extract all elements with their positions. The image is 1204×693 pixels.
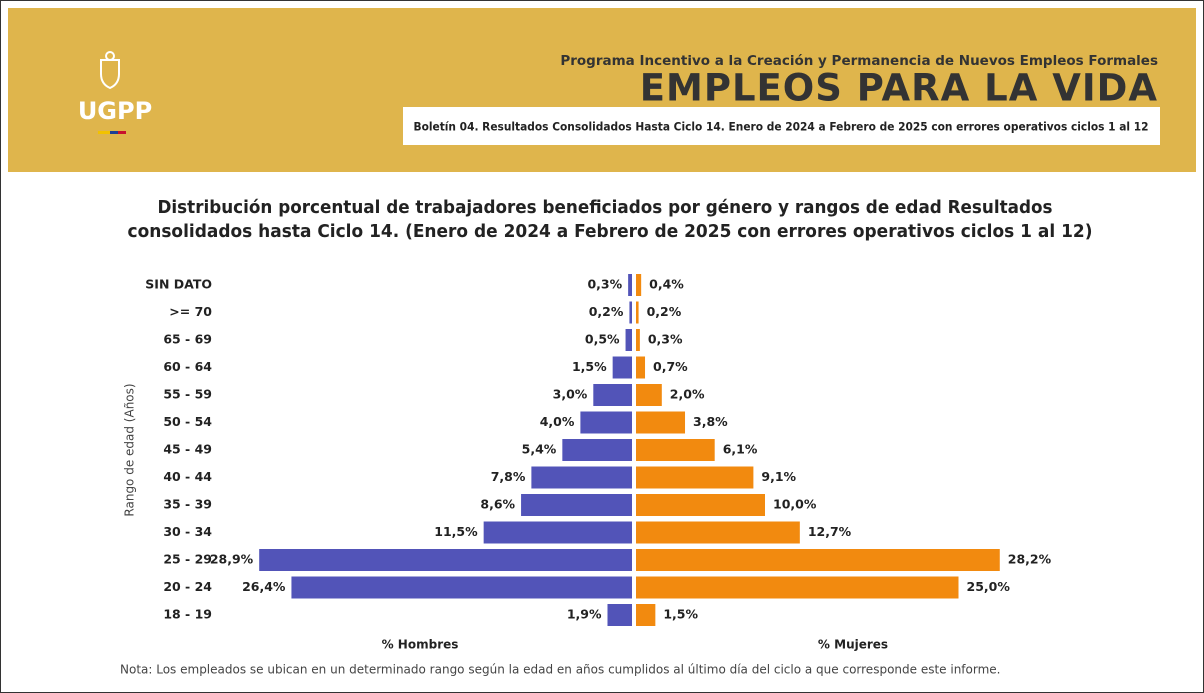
bar xyxy=(636,576,959,599)
category-label: 60 - 64 xyxy=(163,359,212,374)
value-label: 3,0% xyxy=(553,387,588,402)
category-label: 18 - 19 xyxy=(163,607,212,622)
chart-title: Distribución porcentual de trabajadores … xyxy=(158,197,1053,218)
bar xyxy=(636,549,1000,571)
bar xyxy=(636,384,662,406)
category-label: 25 - 29 xyxy=(163,552,212,567)
bar xyxy=(636,439,715,461)
bar xyxy=(636,494,765,516)
bar xyxy=(483,521,632,544)
value-label: 8,6% xyxy=(480,497,515,512)
value-label: 1,5% xyxy=(572,359,607,374)
bar xyxy=(562,439,632,461)
logo-text: UGPP xyxy=(78,97,152,125)
value-label: 0,3% xyxy=(587,277,622,292)
value-label: 1,5% xyxy=(663,607,698,622)
value-label: 11,5% xyxy=(434,524,478,539)
value-label: 1,9% xyxy=(567,607,602,622)
value-label: 6,1% xyxy=(723,442,758,457)
value-label: 28,9% xyxy=(210,552,254,567)
value-label: 5,4% xyxy=(522,442,557,457)
y-axis-label: Rango de edad (Años) xyxy=(123,383,137,516)
value-label: 0,2% xyxy=(647,304,682,319)
bar xyxy=(612,356,632,379)
logo-shield xyxy=(100,51,120,90)
value-label: 12,7% xyxy=(808,524,852,539)
bar xyxy=(636,604,656,626)
chart-title: consolidados hasta Ciclo 14. (Enero de 2… xyxy=(128,221,1093,242)
bulletin: Boletín 04. Resultados Consolidados Hast… xyxy=(414,120,1149,134)
value-label: 10,0% xyxy=(773,497,817,512)
bar xyxy=(636,521,800,544)
bar xyxy=(636,466,754,489)
value-label: 9,1% xyxy=(761,469,796,484)
header-title: EMPLEOS PARA LA VIDA xyxy=(640,67,1158,110)
category-label: 35 - 39 xyxy=(163,497,212,512)
value-label: 0,7% xyxy=(653,359,688,374)
note: Nota: Los empleados se ubican en un dete… xyxy=(120,663,1000,677)
value-label: 0,5% xyxy=(585,332,620,347)
category-label: 50 - 54 xyxy=(163,414,212,429)
bar xyxy=(531,466,632,489)
category-label: 20 - 24 xyxy=(163,579,212,594)
bar xyxy=(636,274,642,296)
value-label: 7,8% xyxy=(491,469,526,484)
bar xyxy=(636,411,686,434)
bar xyxy=(628,274,632,296)
bar xyxy=(636,329,640,351)
value-label: 26,4% xyxy=(242,579,286,594)
category-label: 45 - 49 xyxy=(163,442,212,457)
value-label: 0,2% xyxy=(589,304,624,319)
bar xyxy=(291,576,632,599)
category-label: 55 - 59 xyxy=(163,387,212,402)
program-name: Programa Incentivo a la Creación y Perma… xyxy=(560,53,1158,69)
flag-blue xyxy=(110,131,118,134)
category-label: >= 70 xyxy=(169,304,212,319)
bar xyxy=(259,549,632,571)
series-label: % Mujeres xyxy=(818,638,888,652)
category-label: 65 - 69 xyxy=(163,332,212,347)
series-label: % Hombres xyxy=(382,638,459,652)
bar xyxy=(625,329,632,351)
category-label: 40 - 44 xyxy=(163,469,212,484)
bulletin-box xyxy=(403,107,1160,145)
value-label: 0,3% xyxy=(648,332,683,347)
bar xyxy=(636,356,646,379)
value-label: 0,4% xyxy=(649,277,684,292)
bar xyxy=(636,301,639,324)
flag-yellow xyxy=(98,131,110,134)
bar xyxy=(607,604,632,626)
bar xyxy=(521,494,632,516)
flag-red xyxy=(118,131,126,134)
value-label: 4,0% xyxy=(540,414,575,429)
value-label: 3,8% xyxy=(693,414,728,429)
category-label: 30 - 34 xyxy=(163,524,212,539)
category-label: SIN DATO xyxy=(145,277,212,292)
value-label: 2,0% xyxy=(670,387,705,402)
value-label: 28,2% xyxy=(1008,552,1052,567)
bar xyxy=(593,384,632,406)
bar xyxy=(580,411,632,434)
bar xyxy=(629,301,632,324)
value-label: 25,0% xyxy=(967,579,1011,594)
